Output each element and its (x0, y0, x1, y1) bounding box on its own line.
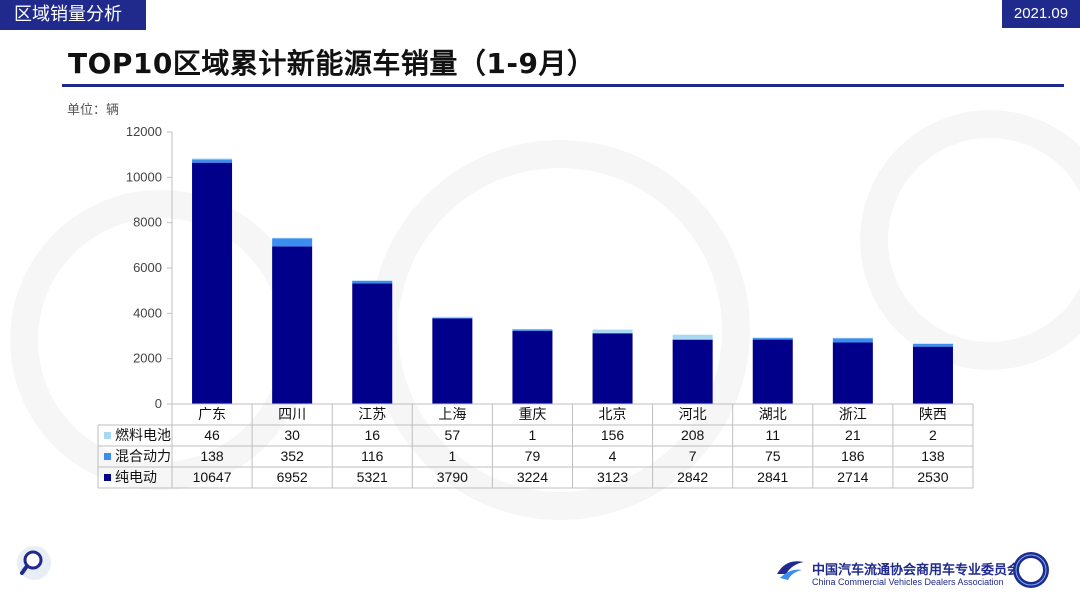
data-table-cell: 3224 (517, 469, 548, 485)
data-table-cell: 75 (765, 448, 781, 464)
x-category-label: 陕西 (919, 407, 947, 423)
unit-label: 单位：辆 (67, 103, 120, 118)
data-table-cell: 138 (921, 448, 945, 464)
bar-segment (192, 158, 233, 160)
x-category-label: 北京 (599, 407, 627, 423)
bar-segment (912, 343, 953, 347)
data-table-cell: 4 (609, 448, 617, 464)
data-table-cell: 16 (364, 427, 380, 443)
bar-segment (832, 338, 873, 343)
bar-segment (512, 329, 553, 331)
data-table-cell: 1 (448, 448, 456, 464)
data-table-cell: 46 (204, 427, 220, 443)
bar-segment (912, 343, 953, 344)
bar-segment (432, 316, 473, 319)
date-tag: 2021.09 (1002, 0, 1080, 28)
association-logo-icon (777, 561, 804, 580)
bar-segment (672, 339, 713, 340)
legend-entry: 混合动力 (115, 449, 171, 465)
bar-segment (352, 280, 393, 284)
x-category-label: 上海 (438, 407, 466, 423)
bar-segment (752, 337, 793, 340)
bar-segment (672, 334, 713, 340)
y-tick-label: 8000 (133, 215, 162, 230)
bar-segment (592, 333, 633, 404)
cvbd-seal-icon (1013, 552, 1049, 588)
x-category-label: 四川 (278, 407, 306, 423)
legend-entry: 纯电动 (115, 470, 157, 486)
x-category-label: 浙江 (839, 407, 867, 423)
y-tick-label: 12000 (126, 124, 162, 139)
y-tick-label: 6000 (133, 260, 162, 275)
x-category-label: 河北 (679, 407, 707, 423)
data-table-cell: 10647 (193, 469, 232, 485)
bar-segment (752, 339, 793, 404)
bar-segment (672, 339, 713, 404)
bar-segment (752, 337, 793, 339)
data-table-cell: 156 (601, 427, 625, 443)
legend-swatch (104, 432, 111, 439)
data-table-cell: 57 (445, 427, 461, 443)
bar-segment (272, 246, 313, 404)
bar-segment (832, 342, 873, 404)
data-table-cell: 2 (929, 427, 937, 443)
bar-segment (272, 238, 313, 247)
x-category-label: 湖北 (759, 407, 787, 423)
bar-segment (592, 329, 633, 334)
data-table-cell: 2841 (757, 469, 788, 485)
bar-segment (272, 237, 313, 239)
y-tick-label: 10000 (126, 169, 162, 184)
data-table-cell: 1 (529, 427, 537, 443)
data-table-cell: 186 (841, 448, 865, 464)
bar-segment (832, 337, 873, 339)
data-table-cell: 208 (681, 427, 705, 443)
x-category-label: 广东 (198, 407, 226, 423)
bar-segment (352, 283, 393, 404)
data-table-cell: 116 (361, 448, 384, 464)
data-table-cell: 138 (200, 448, 224, 464)
y-tick-label: 2000 (133, 351, 162, 366)
data-table-cell: 11 (765, 427, 780, 443)
y-tick-label: 0 (155, 396, 162, 411)
data-table-cell: 3123 (597, 469, 628, 485)
bar-segment (912, 346, 953, 404)
bar-segment (192, 159, 233, 163)
data-table-cell: 21 (845, 427, 861, 443)
x-category-label: 重庆 (518, 407, 546, 423)
legend-swatch (104, 474, 111, 481)
data-table-cell: 2714 (837, 469, 868, 485)
page-title: TOP10区域累计新能源车销量（1-9月） (68, 47, 596, 80)
data-table-cell: 2842 (677, 469, 708, 485)
bar-segment (432, 318, 473, 404)
bar-segment (512, 330, 553, 404)
data-table-cell: 2530 (917, 469, 948, 485)
x-category-label: 江苏 (358, 407, 386, 423)
bar-segment (592, 333, 633, 334)
data-table-cell: 7 (689, 448, 697, 464)
data-table-cell: 6952 (277, 469, 308, 485)
data-table-cell: 3790 (437, 469, 468, 485)
data-table-cell: 79 (525, 448, 541, 464)
y-tick-label: 4000 (133, 305, 162, 320)
data-table-cell: 30 (284, 427, 300, 443)
bar-segment (352, 280, 393, 281)
org-name-en: China Commercial Vehicles Dealers Associ… (812, 577, 1004, 587)
org-name-cn: 中国汽车流通协会商用车专业委员会 (812, 563, 1021, 578)
bar-segment (192, 162, 233, 404)
data-table-cell: 5321 (357, 469, 388, 485)
section-tag: 区域销量分析 (0, 0, 146, 30)
data-table-cell: 352 (280, 448, 304, 464)
search-icon (17, 546, 51, 580)
legend-swatch (104, 453, 111, 460)
legend-entry: 燃料电池 (115, 427, 171, 444)
bar-segment (432, 318, 473, 319)
title-divider (62, 84, 1064, 87)
bar-segment (512, 329, 553, 330)
